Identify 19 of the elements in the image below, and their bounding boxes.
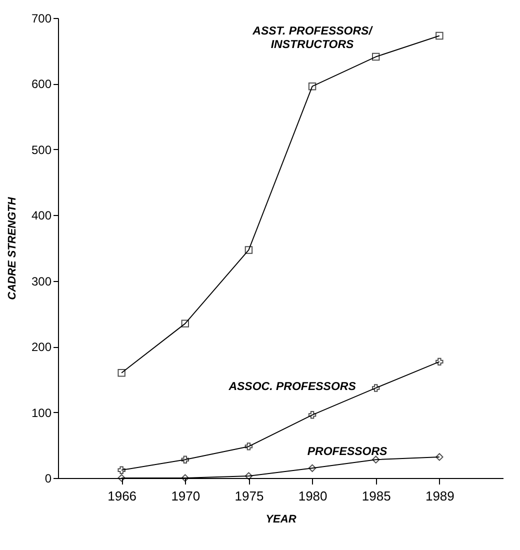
- x-tick-label: 1970: [171, 488, 200, 504]
- y-tick-label: 600: [31, 77, 52, 92]
- y-tick-label: 400: [31, 208, 52, 223]
- y-tick-label: 300: [31, 274, 52, 288]
- x-tick-label: 1989: [425, 488, 454, 504]
- series-label: ASSOC. PROFESSORS: [228, 380, 356, 393]
- x-tick-label: 1985: [362, 488, 391, 504]
- series-label: PROFESSORS: [307, 446, 388, 458]
- x-tick-label: 1975: [234, 488, 264, 504]
- x-tick-label: 1966: [108, 488, 137, 504]
- y-tick-label: 100: [31, 406, 52, 420]
- y-tick-label: 0: [44, 472, 52, 486]
- x-axis-title: YEAR: [266, 514, 296, 526]
- y-tick-label: 700: [31, 12, 52, 26]
- x-tick-label: 1980: [298, 488, 328, 504]
- y-tick-label: 500: [31, 142, 52, 157]
- y-axis-title: CADRE STRENGTH: [6, 196, 18, 300]
- y-tick-label: 200: [31, 340, 52, 354]
- series-label: ASST. PROFESSORS/ INSTRUCTORS: [252, 25, 374, 51]
